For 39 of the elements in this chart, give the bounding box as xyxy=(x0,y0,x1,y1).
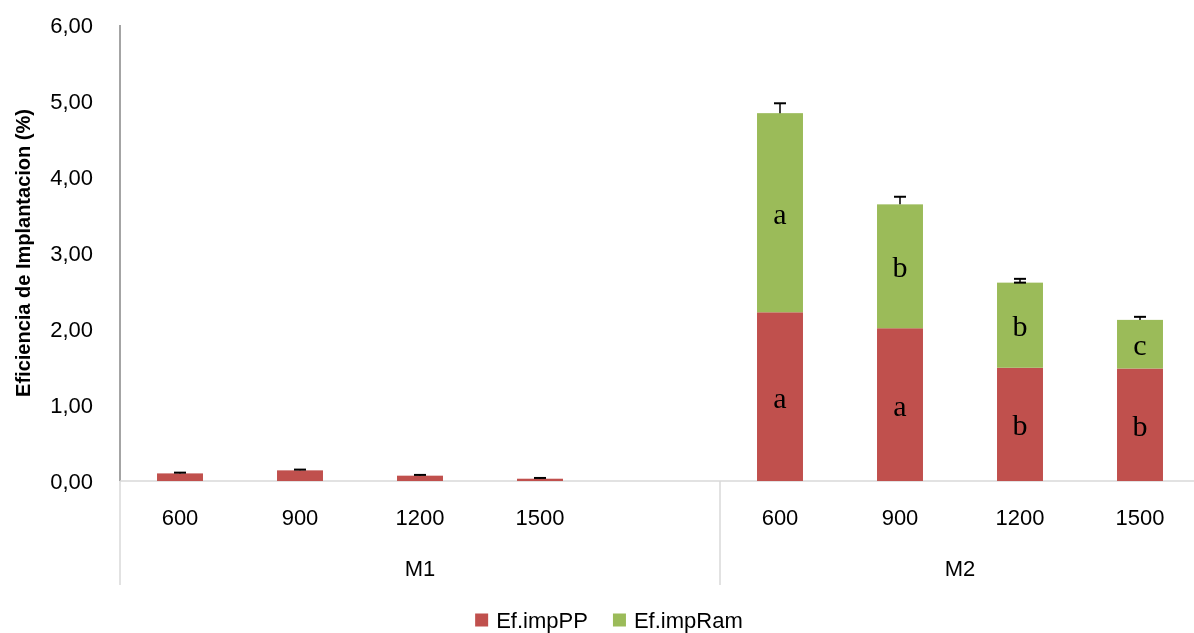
x-tick-label: 1200 xyxy=(395,504,445,530)
data-label: a xyxy=(773,380,787,414)
bar xyxy=(1117,368,1163,481)
x-tick-label: 900 xyxy=(281,504,319,530)
y-tick-label: 0,00 xyxy=(50,468,93,494)
data-label: c xyxy=(1133,327,1147,361)
data-label: b xyxy=(1012,308,1028,342)
x-tick-label: 600 xyxy=(761,504,799,530)
bar xyxy=(157,473,203,481)
bar xyxy=(277,470,323,481)
legend-label: Ef.impPP xyxy=(496,607,588,633)
bar xyxy=(877,204,923,329)
x-tick-label: 1500 xyxy=(1115,504,1165,530)
y-tick-label: 4,00 xyxy=(50,164,93,190)
bar xyxy=(397,475,443,481)
bar xyxy=(997,367,1043,481)
data-label: b xyxy=(1012,407,1028,441)
data-label: b xyxy=(1132,408,1148,442)
x-tick-label: 1200 xyxy=(995,504,1045,530)
y-tick-label: 3,00 xyxy=(50,240,93,266)
bar xyxy=(757,113,803,313)
bar xyxy=(1117,319,1163,369)
y-tick-label: 2,00 xyxy=(50,316,93,342)
data-label: a xyxy=(773,196,787,230)
x-tick-label: 900 xyxy=(881,504,919,530)
x-tick-label: 600 xyxy=(161,504,199,530)
text: M1 xyxy=(404,555,436,581)
y-axis-title: Eficiencia de Implantacion (%) xyxy=(12,109,34,397)
bar xyxy=(997,282,1043,368)
text: M2 xyxy=(944,555,976,581)
y-tick-label: 5,00 xyxy=(50,88,93,114)
data-label: a xyxy=(893,388,907,422)
x-tick-label: 1500 xyxy=(515,504,565,530)
data-label: b xyxy=(892,249,908,283)
legend-label: Ef.impRam xyxy=(633,607,743,633)
y-tick-label: 1,00 xyxy=(50,392,93,418)
bar xyxy=(877,328,923,481)
bar xyxy=(757,312,803,481)
y-tick-label: 6,00 xyxy=(50,12,93,38)
